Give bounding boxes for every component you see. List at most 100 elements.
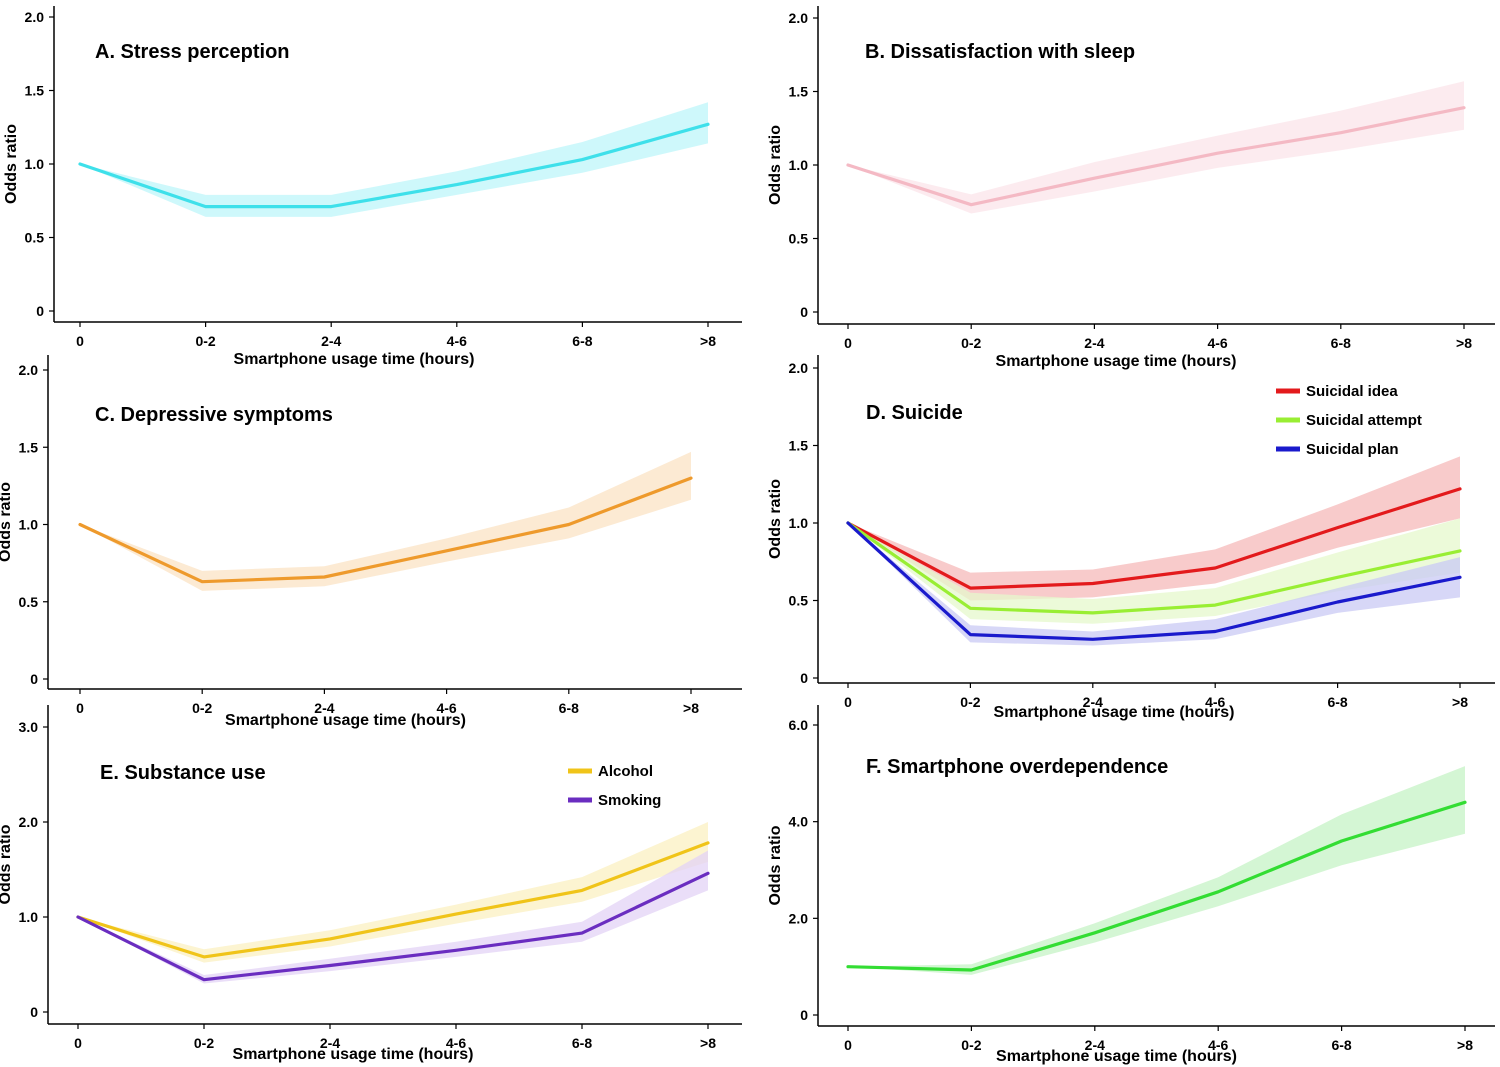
x-tick-label: 4-6 <box>1208 1037 1228 1053</box>
series-line-smoking <box>76 871 710 982</box>
x-tick-label: 2-4 <box>1085 1037 1105 1053</box>
panel-d: 0 0-2 2-4 4-6 6-8 >8 0 0.5 1.0 1.5 2.0 Smartphone u… <box>767 355 1495 721</box>
y-tick-label: 1.0 <box>789 515 809 531</box>
legend-label: Alcohol <box>598 763 653 780</box>
y-tick-label: 4.0 <box>789 814 809 830</box>
x-tick-label: 2-4 <box>314 700 334 716</box>
y-tick-label: 0.5 <box>25 230 45 246</box>
y-axis-title: Odds ratio <box>3 124 20 204</box>
ci-band-series-0 <box>848 81 1464 214</box>
ci-band-suicidal-plan <box>848 523 1460 646</box>
x-tick-label: >8 <box>1452 694 1468 710</box>
y-tick-label: 1.0 <box>789 157 809 173</box>
x-tick-label: 0 <box>844 335 852 351</box>
ci-band-alcohol <box>78 822 708 963</box>
series-line-alcohol <box>76 841 710 959</box>
y-tick-label: 0.5 <box>789 593 809 609</box>
y-tick-label: 0 <box>36 303 44 319</box>
x-tick-label: >8 <box>1457 1037 1473 1053</box>
ci-band-series-0 <box>848 766 1465 975</box>
panel-title: B. Dissatisfaction with sleep <box>865 41 1135 63</box>
legend-label: Suicidal plan <box>1306 441 1399 458</box>
x-tick-label: 2-4 <box>320 1035 340 1051</box>
x-tick-label: >8 <box>700 1035 716 1051</box>
series-line-suicidal-idea <box>846 487 1462 590</box>
series-line-0 <box>846 106 1466 207</box>
ci-band-suicidal-attempt <box>848 518 1460 624</box>
x-tick-label: 4-6 <box>1207 335 1227 351</box>
x-axis-title: Smartphone usage time (hours) <box>225 712 466 729</box>
legend-label: Suicidal idea <box>1306 383 1398 400</box>
y-tick-label: 3.0 <box>19 719 39 735</box>
y-tick-label: 1.0 <box>19 517 39 533</box>
x-tick-label: 4-6 <box>446 1035 466 1051</box>
legend-label: Smoking <box>598 792 661 809</box>
x-tick-label: 0-2 <box>195 333 215 349</box>
y-tick-label: 0 <box>800 1007 808 1023</box>
series-line-0 <box>78 122 710 209</box>
x-tick-label: 6-8 <box>572 333 592 349</box>
x-tick-label: 0 <box>76 333 84 349</box>
y-tick-label: 2.0 <box>789 10 809 26</box>
y-axis-title: Odds ratio <box>0 482 14 562</box>
x-tick-label: 2-4 <box>1083 694 1103 710</box>
x-tick-label: 0 <box>844 694 852 710</box>
series-line-suicidal-attempt <box>846 521 1462 615</box>
panel-b: 0 0-2 2-4 4-6 6-8 >8 0 0.5 1.0 1.5 2.0 Smartphone u… <box>767 6 1495 370</box>
x-axis-title: Smartphone usage time (hours) <box>996 1048 1237 1065</box>
x-tick-label: >8 <box>683 700 699 716</box>
y-tick-label: 1.5 <box>19 439 39 455</box>
ci-band-series-0 <box>80 102 708 217</box>
y-tick-label: 0 <box>30 1004 38 1020</box>
x-tick-label: 4-6 <box>436 700 456 716</box>
legend: Alcohol Smoking <box>568 763 661 809</box>
x-tick-label: 0-2 <box>961 335 981 351</box>
x-tick-label: 6-8 <box>1331 1037 1351 1053</box>
legend-label: Suicidal attempt <box>1306 412 1422 429</box>
x-tick-label: 4-6 <box>447 333 467 349</box>
y-tick-label: 2.0 <box>25 9 45 25</box>
series-line-0 <box>846 800 1467 972</box>
x-tick-label: 2-4 <box>1084 335 1104 351</box>
y-tick-label: 2.0 <box>19 814 39 830</box>
x-axis-title: Smartphone usage time (hours) <box>994 704 1235 721</box>
y-tick-label: 2.0 <box>789 360 809 376</box>
y-axis-title: Odds ratio <box>0 824 14 904</box>
y-tick-label: 1.0 <box>19 909 39 925</box>
series-line-suicidal-plan <box>846 521 1462 641</box>
series-line-0 <box>78 476 693 584</box>
x-tick-label: 0 <box>74 1035 82 1051</box>
y-tick-label: 0.5 <box>19 594 39 610</box>
y-tick-label: 1.0 <box>25 156 45 172</box>
x-tick-label: 4-6 <box>1205 694 1225 710</box>
y-axis-title: Odds ratio <box>767 825 784 905</box>
panel-title: E. Substance use <box>100 762 266 784</box>
y-tick-label: 6.0 <box>789 717 809 733</box>
x-axis-title: Smartphone usage time (hours) <box>234 351 475 368</box>
panel-title: C. Depressive symptoms <box>95 404 333 426</box>
y-tick-label: 0 <box>800 670 808 686</box>
x-axis-title: Smartphone usage time (hours) <box>233 1046 474 1063</box>
panel-a: 0 0-2 2-4 4-6 6-8 >8 0 0.5 1.0 1.5 2.0 Smartphone u… <box>3 6 742 368</box>
panel-title: A. Stress perception <box>95 41 290 63</box>
x-tick-label: 6-8 <box>559 700 579 716</box>
x-tick-label: 0-2 <box>192 700 212 716</box>
x-tick-label: >8 <box>700 333 716 349</box>
x-tick-label: 0-2 <box>194 1035 214 1051</box>
y-tick-label: 1.5 <box>25 83 45 99</box>
x-axis-title: Smartphone usage time (hours) <box>996 353 1237 370</box>
x-tick-label: 2-4 <box>321 333 341 349</box>
y-tick-label: 2.0 <box>19 362 39 378</box>
x-tick-label: 6-8 <box>1327 694 1347 710</box>
x-tick-label: 0-2 <box>961 1037 981 1053</box>
x-tick-label: 6-8 <box>1331 335 1351 351</box>
panel-e: 0 0-2 2-4 4-6 6-8 >8 0 1.0 2.0 3.0 Smartphone usag… <box>0 705 742 1063</box>
panel-title: F. Smartphone overdependence <box>866 756 1168 778</box>
x-tick-label: 0 <box>844 1037 852 1053</box>
x-tick-label: 0 <box>76 700 84 716</box>
y-tick-label: 0.5 <box>789 231 809 247</box>
ci-band-series-0 <box>80 451 691 591</box>
x-tick-label: 6-8 <box>572 1035 592 1051</box>
x-tick-label: >8 <box>1456 335 1472 351</box>
